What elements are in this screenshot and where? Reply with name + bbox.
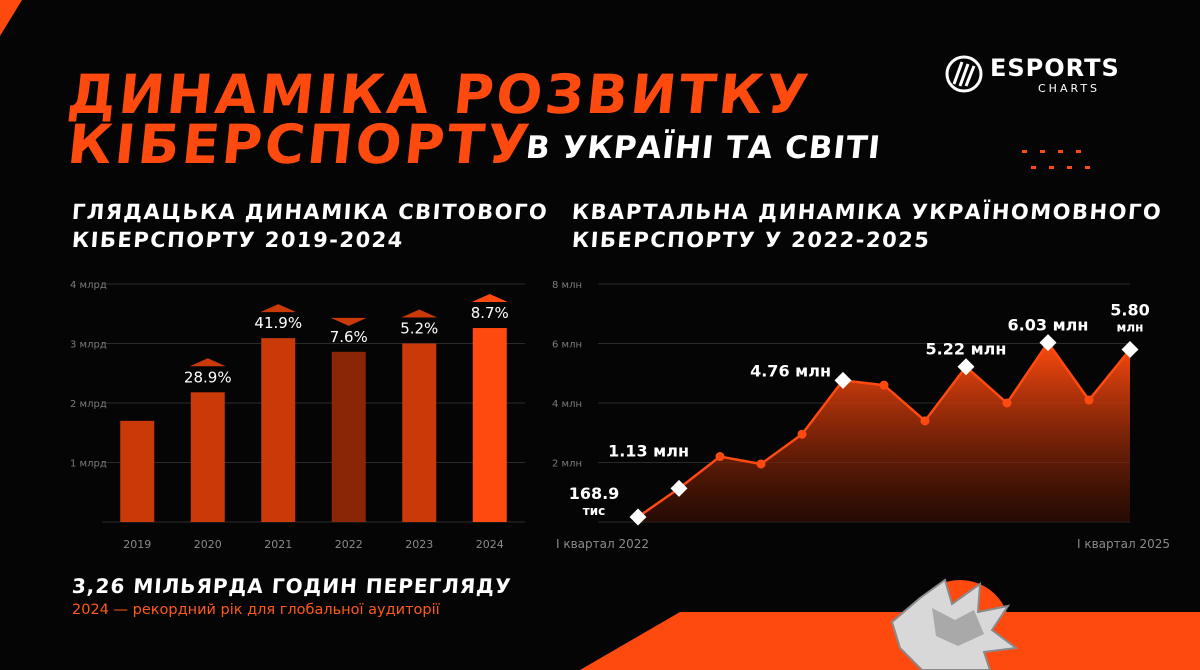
left-section-title-line1: ГЛЯДАЦЬКА ДИНАМІКА СВІТОВОГО	[71, 200, 550, 224]
point-label: 4.76 млн	[750, 361, 831, 380]
data-point	[920, 416, 930, 426]
bottom-decoration	[580, 578, 1200, 670]
data-point	[1002, 398, 1012, 408]
x-tick-label: 2023	[405, 538, 433, 551]
data-point-marker	[629, 508, 647, 526]
x-tick-label: 2020	[194, 538, 222, 551]
data-point-marker	[834, 371, 852, 389]
change-arrow	[260, 304, 297, 313]
x-tick-label: I квартал 2025	[1077, 537, 1170, 551]
x-tick-label: 2022	[335, 538, 363, 551]
point-label: 6.03 млн	[1008, 316, 1089, 335]
bar	[120, 420, 155, 522]
logo-subtitle: CHARTS	[1038, 82, 1101, 95]
y-tick-label: 2 млрд	[70, 399, 107, 410]
point-label: 168.9	[569, 484, 620, 503]
left-section-title-line2: КІБЕРСПОРТУ 2019-2024	[71, 228, 405, 252]
bar	[472, 328, 507, 522]
bar	[402, 343, 437, 522]
change-arrow	[401, 309, 438, 318]
logo: ESPORTS CHARTS	[944, 52, 1144, 100]
change-arrow	[330, 317, 367, 326]
bar	[261, 338, 296, 522]
area-fill	[638, 342, 1130, 522]
data-label: 8.7%	[471, 304, 509, 322]
x-tick-label: 2021	[264, 538, 292, 551]
y-tick-label: 8 млн	[552, 280, 582, 291]
data-label: 5.2%	[400, 320, 438, 338]
y-tick-label: 6 млн	[552, 340, 582, 351]
data-point-marker	[957, 358, 975, 376]
viewership-bar-chart: 1 млрд 2 млрд 3 млрд 4 млрд 2019 2020 28.9% 202…	[70, 280, 525, 551]
data-point	[715, 452, 725, 462]
stat-headline: 3,26 МІЛЬЯРДА ГОДИН ПЕРЕГЛЯДУ	[71, 574, 513, 598]
data-point-marker	[670, 479, 688, 497]
data-label: 28.9%	[184, 368, 232, 386]
left-section-title: ГЛЯДАЦЬКА ДИНАМІКА СВІТОВОГО КІБЕРСПОРТУ…	[71, 198, 550, 254]
point-label: 5.22 млн	[926, 340, 1007, 359]
point-label-unit: тис	[583, 504, 605, 518]
data-point	[756, 459, 766, 469]
right-section-title-line2: КІБЕРСПОРТУ У 2022-2025	[571, 228, 932, 252]
x-tick-label: I квартал 2022	[556, 537, 649, 551]
change-arrow	[471, 294, 508, 303]
y-tick-label: 3 млрд	[70, 340, 107, 351]
right-section-title: КВАРТАЛЬНА ДИНАМІКА УКРАЇНОМОВНОГО КІБЕР…	[571, 198, 1164, 254]
y-tick-label: 4 млн	[552, 399, 582, 410]
corner-accent	[0, 0, 22, 36]
data-point	[797, 429, 807, 439]
esports-charts-logo-icon	[945, 55, 983, 93]
bar	[190, 392, 225, 522]
data-point-marker	[1039, 334, 1057, 352]
point-label-unit: млн	[1117, 320, 1144, 334]
x-tick-label: 2024	[476, 538, 504, 551]
change-arrow	[189, 358, 226, 367]
y-tick-label: 1 млрд	[70, 459, 107, 470]
page-title-line2: КІБЕРСПОРТУ	[64, 113, 536, 176]
data-point	[879, 380, 889, 390]
y-tick-label: 2 млн	[552, 459, 582, 470]
data-label: 41.9%	[254, 314, 302, 332]
data-label: 7.6%	[330, 328, 368, 346]
x-tick-label: 2019	[123, 538, 151, 551]
y-tick-label: 4 млрд	[70, 280, 107, 291]
point-label: 5.80	[1110, 300, 1149, 319]
logo-name: ESPORTS	[990, 54, 1120, 82]
stat-subline: 2024 — рекордний рік для глобальної ауди…	[72, 602, 440, 618]
point-label: 1.13 млн	[608, 441, 689, 460]
right-section-title-line1: КВАРТАЛЬНА ДИНАМІКА УКРАЇНОМОВНОГО	[571, 200, 1164, 224]
data-point	[1084, 395, 1094, 405]
bar	[331, 351, 366, 522]
page-subtitle: В УКРАЇНІ ТА СВІТІ	[524, 130, 883, 166]
decorative-dots	[1022, 150, 1090, 169]
